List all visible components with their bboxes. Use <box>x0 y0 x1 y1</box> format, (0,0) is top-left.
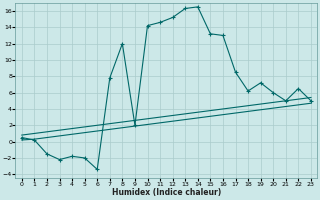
X-axis label: Humidex (Indice chaleur): Humidex (Indice chaleur) <box>112 188 221 197</box>
